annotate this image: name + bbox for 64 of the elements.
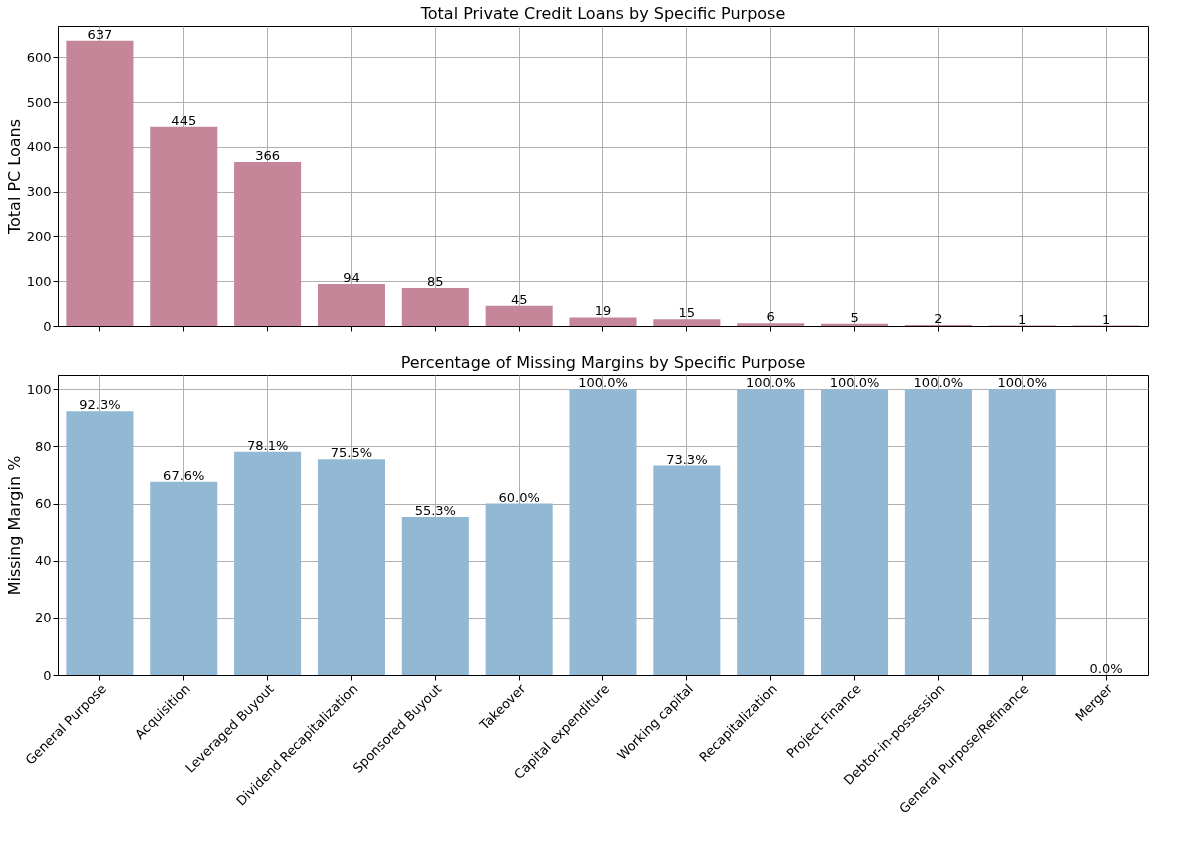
y-tick-label: 100 — [26, 273, 52, 289]
data-label: 19 — [594, 303, 612, 319]
data-label: 2 — [934, 311, 943, 327]
bar — [569, 317, 637, 326]
bar — [150, 126, 218, 326]
bar — [66, 40, 134, 326]
chart-title: Total Private Credit Loans by Specific Purpose — [419, 4, 786, 23]
bar — [317, 283, 385, 326]
y-axis-title: Missing Margin % — [4, 455, 24, 596]
data-label: 637 — [87, 26, 113, 42]
data-label: 15 — [678, 305, 696, 321]
y-tick-label: 60 — [34, 496, 52, 512]
bar — [569, 389, 637, 675]
bar — [821, 389, 889, 675]
y-tick-label: 80 — [34, 438, 52, 454]
data-label: 100.0% — [997, 375, 1048, 391]
y-tick-label: 100 — [26, 381, 52, 397]
data-label: 92.3% — [79, 397, 121, 413]
y-tick-label: 400 — [26, 139, 52, 155]
data-label: 45 — [510, 291, 528, 307]
data-label: 1 — [1018, 311, 1027, 327]
data-label: 366 — [255, 148, 281, 164]
data-label: 5 — [850, 309, 859, 325]
data-label: 78.1% — [246, 437, 289, 453]
bar — [401, 517, 469, 675]
data-label: 445 — [171, 112, 197, 128]
y-tick-label: 0 — [43, 667, 52, 683]
data-label: 73.3% — [666, 451, 708, 467]
data-label: 55.3% — [414, 503, 456, 518]
chart-title: Percentage of Missing Margins by Specific Purpose — [400, 353, 806, 372]
y-tick-label: 500 — [26, 94, 52, 110]
bar — [234, 162, 302, 326]
data-label: 100.0% — [913, 375, 964, 391]
bar — [66, 411, 134, 675]
y-tick-label: 20 — [34, 610, 52, 626]
bar — [737, 323, 805, 326]
bar — [150, 481, 218, 675]
bar — [234, 451, 302, 675]
y-tick-label: 600 — [26, 49, 52, 65]
data-label: 100.0% — [745, 375, 796, 391]
bar — [485, 305, 553, 326]
y-tick-label: 200 — [26, 228, 52, 244]
bar — [401, 287, 469, 326]
bar — [988, 389, 1056, 675]
bar — [485, 503, 553, 675]
data-label: 85 — [427, 273, 444, 289]
bar — [653, 319, 721, 326]
data-label: 60.0% — [498, 489, 540, 505]
data-label: 67.6% — [163, 467, 205, 483]
data-label: 100.0% — [829, 375, 880, 391]
bar — [653, 465, 721, 675]
data-label: 75.5% — [330, 445, 373, 461]
data-label: 0.0% — [1089, 661, 1123, 676]
bar — [904, 389, 972, 675]
data-label: 94 — [343, 269, 360, 285]
y-axis-title: Total PC Loans — [4, 118, 24, 236]
y-tick-label: 0 — [43, 318, 52, 334]
y-tick-label: 40 — [34, 553, 52, 569]
data-label: 6 — [766, 309, 775, 325]
data-label: 100.0% — [578, 375, 628, 391]
bar — [737, 389, 805, 675]
data-label: 1 — [1101, 311, 1111, 327]
bar — [317, 459, 385, 675]
y-tick-label: 300 — [26, 184, 52, 200]
